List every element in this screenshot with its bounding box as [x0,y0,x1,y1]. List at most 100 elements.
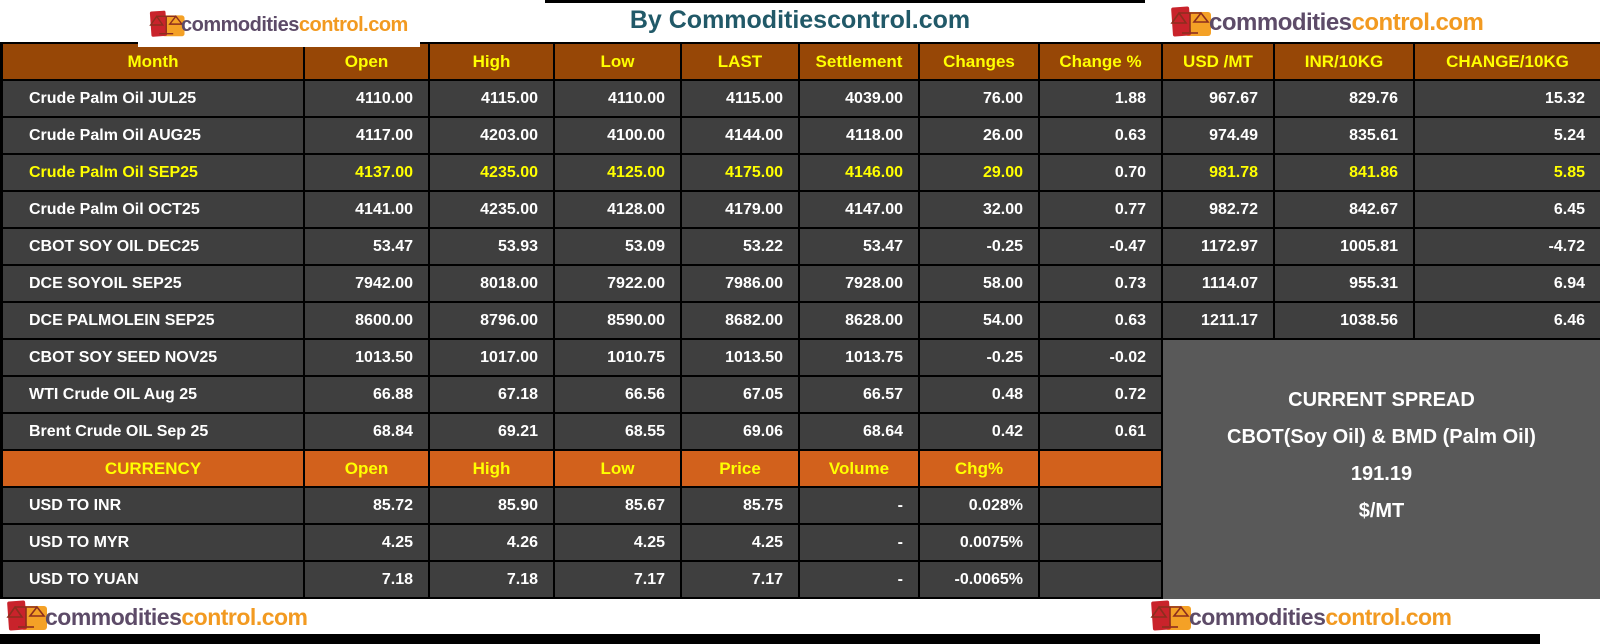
cell-low: 1010.75 [555,340,680,375]
main-header-last: LAST [682,44,798,79]
currency-header-name: CURRENCY [3,451,303,486]
cell-change-pct: 1.88 [1040,81,1161,116]
cell-chg_pct: 0.0075% [920,525,1038,560]
cell-month: Crude Palm Oil AUG25 [3,118,303,153]
main-header-open: Open [305,44,428,79]
cell-high: 4115.00 [430,81,553,116]
cell-low: 85.67 [555,488,680,523]
cell-low: 7922.00 [555,266,680,301]
cell-change-pct: 0.63 [1040,118,1161,153]
cell-inr-10kg: 829.76 [1275,81,1413,116]
cell-last: 7986.00 [682,266,798,301]
cell-high: 85.90 [430,488,553,523]
main-header-high: High [430,44,553,79]
main-header-settlement: Settlement [800,44,918,79]
cell-inr-10kg: 841.86 [1275,155,1413,190]
cell-change-10kg: 5.24 [1415,118,1600,153]
cell-change-pct: 0.61 [1040,414,1161,449]
cell-open: 53.47 [305,229,428,264]
main-header-change_10kg: CHANGE/10KG [1415,44,1600,79]
cell-open: 4.25 [305,525,428,560]
cell-last: 4179.00 [682,192,798,227]
main-header-inr_10kg: INR/10KG [1275,44,1413,79]
cell-volume: - [800,562,918,597]
main-header-usd_mt: USD /MT [1163,44,1273,79]
cell-price: 4.25 [682,525,798,560]
brand-logo-bottom-right: commodities control.com [1148,600,1452,634]
cell-high: 69.21 [430,414,553,449]
cell-low: 4.25 [555,525,680,560]
cell-month: WTI Crude OIL Aug 25 [3,377,303,412]
cell-month: DCE PALMOLEIN SEP25 [3,303,303,338]
cell-high: 4203.00 [430,118,553,153]
cell-inr-10kg: 835.61 [1275,118,1413,153]
cell-month: Crude Palm Oil OCT25 [3,192,303,227]
brand-name-part1: commodities [45,603,182,630]
cell-change-pct: -0.02 [1040,340,1161,375]
cell-open: 4137.00 [305,155,428,190]
cell-last: 53.22 [682,229,798,264]
brand-name-part2: control.com [298,13,408,36]
main-header-month: Month [3,44,303,79]
bottom-black-bar [0,634,1540,644]
cell-open: 7942.00 [305,266,428,301]
cell-open: 4117.00 [305,118,428,153]
top-border-line [545,0,1145,3]
cell-settlement: 1013.75 [800,340,918,375]
cell-last: 1013.50 [682,340,798,375]
cell-blank [1040,562,1161,597]
cell-open: 4110.00 [305,81,428,116]
currency-header-open: Open [305,451,428,486]
cell-open: 68.84 [305,414,428,449]
cell-volume: - [800,525,918,560]
cell-currency-name: USD TO INR [3,488,303,523]
cell-price: 7.17 [682,562,798,597]
cell-inr-10kg: 955.31 [1275,266,1413,301]
currency-header-volume: Volume [800,451,918,486]
cell-low: 8590.00 [555,303,680,338]
cell-settlement: 4118.00 [800,118,918,153]
cell-last: 4144.00 [682,118,798,153]
cell-low: 66.56 [555,377,680,412]
cell-high: 1017.00 [430,340,553,375]
cell-usd-mt: 1172.97 [1163,229,1273,264]
cell-high: 7.18 [430,562,553,597]
cell-high: 8018.00 [430,266,553,301]
brand-name-part1: commodities [1189,603,1326,630]
cell-change-10kg: 5.85 [1415,155,1600,190]
cell-changes: 0.42 [920,414,1038,449]
currency-header-chg_pct: Chg% [920,451,1038,486]
cell-usd-mt: 981.78 [1163,155,1273,190]
cell-last: 8682.00 [682,303,798,338]
cell-changes: 58.00 [920,266,1038,301]
balance-scale-icon [1150,600,1191,631]
cell-month: DCE SOYOIL SEP25 [3,266,303,301]
cell-blank [1040,525,1161,560]
cell-high: 4235.00 [430,192,553,227]
spread-pair: CBOT(Soy Oil) & BMD (Palm Oil) [1227,426,1536,448]
cell-changes: -0.25 [920,340,1038,375]
cell-change-pct: 0.63 [1040,303,1161,338]
main-header-low: Low [555,44,680,79]
brand-logo-bottom-left: commodities control.com [4,600,308,634]
currency-header-price: Price [682,451,798,486]
cell-month: CBOT SOY SEED NOV25 [3,340,303,375]
main-header-changes: Changes [920,44,1038,79]
cell-chg_pct: -0.0065% [920,562,1038,597]
cell-change-pct: 0.77 [1040,192,1161,227]
currency-header-blank [1040,451,1161,486]
cell-chg_pct: 0.028% [920,488,1038,523]
bottom-band [0,599,1600,634]
cell-changes: 26.00 [920,118,1038,153]
cell-changes: 29.00 [920,155,1038,190]
cell-low: 4100.00 [555,118,680,153]
spread-box: CURRENT SPREAD CBOT(Soy Oil) & BMD (Palm… [1163,340,1600,599]
cell-open: 1013.50 [305,340,428,375]
cell-change-pct: -0.47 [1040,229,1161,264]
cell-high: 8796.00 [430,303,553,338]
cell-month: Brent Crude OIL Sep 25 [3,414,303,449]
cell-price: 85.75 [682,488,798,523]
cell-settlement: 4147.00 [800,192,918,227]
cell-low: 68.55 [555,414,680,449]
price-grid: Month Open High Low LAST Settlement Changes Cha… [0,42,1600,599]
